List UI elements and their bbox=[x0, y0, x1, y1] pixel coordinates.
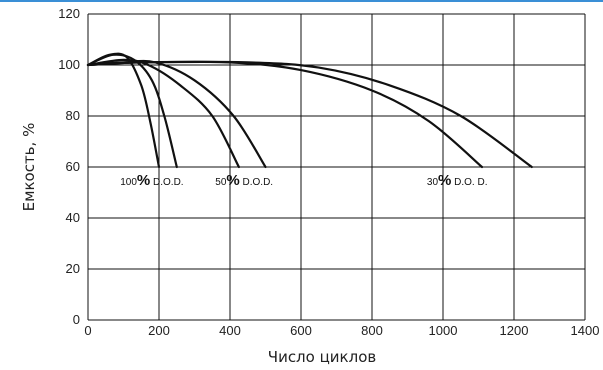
curve-layer bbox=[86, 52, 533, 169]
y-tick-label: 40 bbox=[66, 210, 80, 225]
grid-layer bbox=[87, 13, 586, 321]
y-tick-label: 60 bbox=[66, 159, 80, 174]
dod-label-30: 30% D.O. D. bbox=[427, 172, 488, 189]
dod-100-curve bbox=[86, 53, 178, 169]
x-tick-label: 1400 bbox=[571, 323, 600, 338]
dod-label-50: 50% D.O.D. bbox=[215, 172, 273, 189]
annotation-layer: 100% D.O.D. 50% D.O.D. 30% D.O. D. bbox=[120, 172, 487, 189]
dod-30-curve bbox=[86, 60, 533, 169]
y-tick-label: 0 bbox=[73, 312, 80, 327]
dod-label-percent: % bbox=[438, 172, 451, 189]
dod-label-suffix: D.O.D. bbox=[240, 177, 273, 188]
y-tick-label: 100 bbox=[58, 57, 80, 72]
y-tick-labels: 0 20 40 60 80 100 120 bbox=[58, 6, 80, 327]
dod-label-number: 50 bbox=[215, 177, 227, 188]
x-tick-label: 400 bbox=[219, 323, 241, 338]
dod-100-curve bbox=[86, 52, 161, 169]
dod-label-percent: % bbox=[226, 172, 239, 189]
top-accent-rule bbox=[0, 0, 603, 2]
dod-label-100: 100% D.O.D. bbox=[120, 172, 183, 189]
dod-label-number: 30 bbox=[427, 177, 439, 188]
dod-label-percent: % bbox=[137, 172, 150, 189]
x-tick-label: 1200 bbox=[500, 323, 529, 338]
y-tick-label: 20 bbox=[66, 261, 80, 276]
dod-label-suffix: D.O.D. bbox=[150, 177, 183, 188]
y-tick-label: 80 bbox=[66, 108, 80, 123]
y-axis-title: Емкость, % bbox=[20, 123, 38, 212]
dod-30-curve bbox=[86, 60, 484, 169]
x-tick-label: 200 bbox=[148, 323, 170, 338]
x-tick-label: 0 bbox=[84, 323, 91, 338]
x-tick-label: 1000 bbox=[429, 323, 458, 338]
y-tick-label: 120 bbox=[58, 6, 80, 21]
dod-50-curve bbox=[86, 58, 240, 169]
x-tick-label: 600 bbox=[290, 323, 312, 338]
x-tick-label: 800 bbox=[361, 323, 383, 338]
x-axis-title: Число циклов bbox=[268, 348, 376, 366]
dod-50-curve bbox=[86, 59, 267, 169]
x-tick-labels: 0 200 400 600 800 1000 1200 1400 bbox=[84, 323, 599, 338]
dod-label-suffix: D.O. D. bbox=[451, 177, 487, 188]
dod-label-number: 100 bbox=[120, 177, 137, 188]
